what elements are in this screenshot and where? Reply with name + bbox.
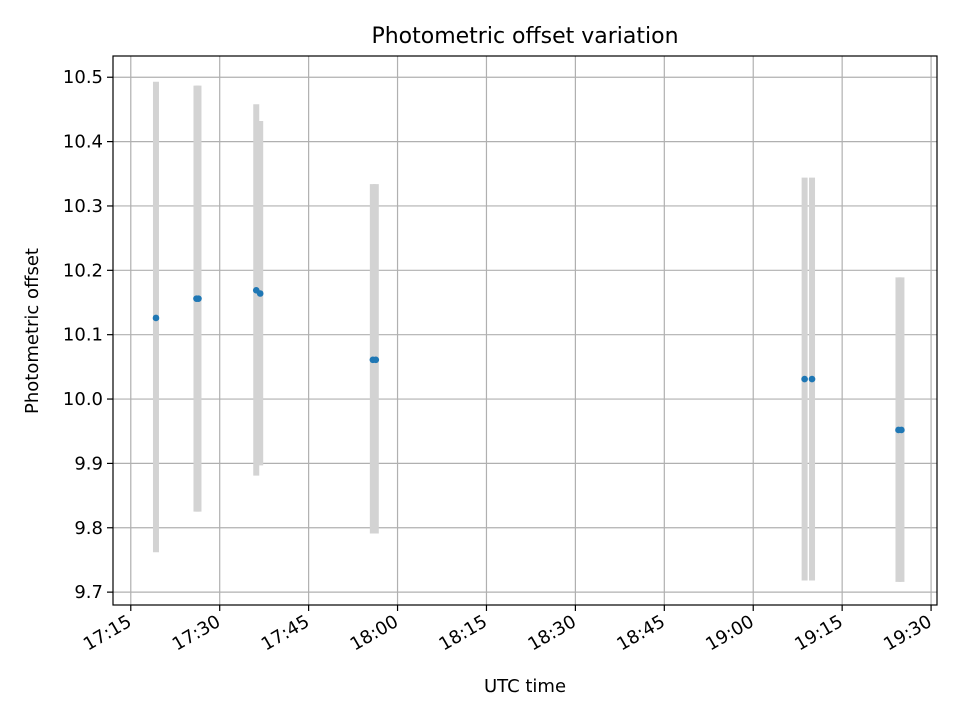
chart-title: Photometric offset variation — [371, 24, 678, 49]
axes-frame — [112, 55, 938, 606]
data-point — [195, 295, 202, 302]
data-point — [898, 426, 905, 434]
y-tick-label: 10.2 — [63, 260, 103, 281]
y-tick-label: 10.1 — [63, 325, 103, 346]
data-points — [152, 286, 905, 434]
y-tick-label: 10.3 — [63, 196, 103, 217]
y-tick-label: 9.7 — [74, 582, 103, 603]
grid — [113, 56, 937, 605]
data-point — [801, 375, 808, 383]
y-tick-label: 9.8 — [74, 518, 103, 539]
y-tick-label: 9.9 — [74, 453, 103, 474]
data-point — [256, 290, 264, 297]
data-point — [808, 375, 816, 383]
data-point — [152, 314, 160, 322]
y-axis-label: Photometric offset — [22, 248, 43, 414]
data-point — [372, 356, 380, 364]
y-axis: 9.7 9.8 9.9 10.0 10.1 10.2 10.3 10.4 10.5 — [63, 67, 113, 603]
y-tick-label: 10.0 — [63, 389, 103, 410]
y-tick-label: 10.4 — [63, 132, 103, 153]
x-axis-label: UTC time — [484, 676, 566, 697]
y-tick-label: 10.5 — [63, 67, 103, 88]
